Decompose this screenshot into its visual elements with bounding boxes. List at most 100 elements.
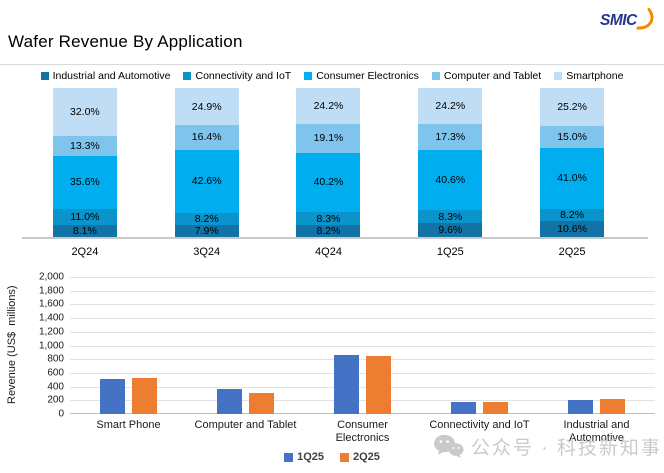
bar-2q25-industrial-and-automotive xyxy=(600,399,625,414)
segment-value-label: 11.0% xyxy=(70,212,99,222)
legend-label-smartphone: Smartphone xyxy=(566,70,623,82)
stacked-chart-legend: Industrial and Automotive Connectivity an… xyxy=(14,70,650,82)
legend-label-computer-and-tablet: Computer and Tablet xyxy=(444,70,541,82)
segment-connectivity-and-iot-1q25: 8.3% xyxy=(418,210,482,222)
segment-smartphone-2q24: 32.0% xyxy=(53,88,117,136)
legend-item-1q25: 1Q25 xyxy=(284,451,324,463)
segment-smartphone-3q24: 24.9% xyxy=(175,88,239,125)
segment-industrial-and-automotive-4q24: 8.2% xyxy=(296,225,360,237)
stacked-bar-4q24: 8.2%8.3% 40.2% 19.1% 24.2% xyxy=(296,88,360,237)
legend-swatch-consumer-electronics xyxy=(304,72,312,80)
segment-value-label: 8.2% xyxy=(195,214,219,224)
legend-swatch-1q25 xyxy=(284,453,293,462)
y-tick-800: 800 xyxy=(47,354,64,365)
stacked-bar-slot-4q24: 8.2%8.3% 40.2% 19.1% 24.2% xyxy=(268,88,390,237)
segment-value-label: 8.2% xyxy=(560,210,584,220)
stacked-category-4q24: 4Q24 xyxy=(268,246,390,258)
stacked-x-axis-line xyxy=(22,237,648,239)
segment-value-label: 24.2% xyxy=(314,101,344,111)
stacked-category-2q24: 2Q24 xyxy=(24,246,146,258)
bar-category-computer-and-tablet: Computer and Tablet xyxy=(187,419,304,445)
y-tick-0: 0 xyxy=(58,409,64,420)
stacked-category-labels: 2Q243Q244Q241Q252Q25 xyxy=(24,246,633,258)
segment-value-label: 9.6% xyxy=(438,225,462,235)
segment-consumer-electronics-3q24: 42.6% xyxy=(175,150,239,214)
bar-2q25-consumer-electronics xyxy=(366,356,391,414)
logo-swoosh-icon xyxy=(638,10,652,29)
segment-industrial-and-automotive-3q24: 7.9% xyxy=(175,225,239,237)
segment-value-label: 10.6% xyxy=(557,224,587,234)
bar-category-consumer-electronics: Consumer Electronics xyxy=(304,419,421,445)
bar-plot xyxy=(70,277,655,414)
legend-swatch-smartphone xyxy=(554,72,562,80)
segment-value-label: 25.2% xyxy=(557,102,587,112)
stacked-bar-slot-1q25: 9.6% 8.3% 40.6% 17.3% 24.2% xyxy=(389,88,511,237)
y-tick-1800: 1,800 xyxy=(39,285,64,296)
segment-smartphone-4q24: 24.2% xyxy=(296,88,360,124)
segment-industrial-and-automotive-2q25: 10.6% xyxy=(540,221,604,237)
segment-industrial-and-automotive-2q24: 8.1% xyxy=(53,225,117,237)
segment-computer-and-tablet-2q24: 13.3% xyxy=(53,136,117,156)
legend-item-2q25: 2Q25 xyxy=(340,451,380,463)
segment-value-label: 8.3% xyxy=(438,212,462,222)
segment-value-label: 40.2% xyxy=(314,177,344,187)
segment-value-label: 24.2% xyxy=(435,101,465,111)
y-axis-title: Revenue (US$ millions) xyxy=(6,272,21,418)
segment-smartphone-1q25: 24.2% xyxy=(418,88,482,124)
segment-consumer-electronics-2q24: 35.6% xyxy=(53,156,117,209)
y-tick-1200: 1,200 xyxy=(39,326,64,337)
y-tick-1400: 1,400 xyxy=(39,313,64,324)
segment-value-label: 8.3% xyxy=(317,214,341,224)
legend-item-consumer-electronics: Consumer Electronics xyxy=(304,70,419,82)
bar-1q25-industrial-and-automotive xyxy=(568,400,593,414)
legend-label-consumer-electronics: Consumer Electronics xyxy=(316,70,419,82)
bar-1q25-consumer-electronics xyxy=(334,355,359,414)
bar-1q25-computer-and-tablet xyxy=(217,389,242,414)
stacked-bar-1q25: 9.6% 8.3% 40.6% 17.3% 24.2% xyxy=(418,88,482,237)
slide: Wafer Revenue By Application SMIC Indust… xyxy=(0,0,664,473)
smic-logo: SMIC xyxy=(598,4,654,32)
segment-connectivity-and-iot-4q24: 8.3% xyxy=(296,212,360,224)
legend-label-2q25: 2Q25 xyxy=(353,451,380,463)
segment-computer-and-tablet-2q25: 15.0% xyxy=(540,126,604,148)
segment-computer-and-tablet-3q24: 16.4% xyxy=(175,125,239,149)
logo-text: SMIC xyxy=(600,12,638,29)
stacked-bar-slot-3q24: 7.9% 8.2% 42.6% 16.4% 24.9% xyxy=(146,88,268,237)
y-tick-400: 400 xyxy=(47,381,64,392)
y-tick-1000: 1,000 xyxy=(39,340,64,351)
y-tick-200: 200 xyxy=(47,395,64,406)
legend-item-computer-and-tablet: Computer and Tablet xyxy=(432,70,541,82)
legend-item-connectivity-and-iot: Connectivity and IoT xyxy=(183,70,291,82)
bar-group-industrial-and-automotive xyxy=(538,277,655,414)
segment-value-label: 17.3% xyxy=(435,132,465,142)
stacked-bar-3q24: 7.9% 8.2% 42.6% 16.4% 24.9% xyxy=(175,88,239,237)
legend-swatch-connectivity-and-iot xyxy=(183,72,191,80)
bar-chart-legend: 1Q25 2Q25 xyxy=(0,451,664,463)
segment-computer-and-tablet-4q24: 19.1% xyxy=(296,124,360,152)
segment-value-label: 16.4% xyxy=(192,132,222,142)
segment-consumer-electronics-2q25: 41.0% xyxy=(540,148,604,209)
segment-value-label: 40.6% xyxy=(435,175,465,185)
segment-value-label: 7.9% xyxy=(195,226,219,236)
segment-computer-and-tablet-1q25: 17.3% xyxy=(418,124,482,150)
segment-value-label: 42.6% xyxy=(192,176,222,186)
y-tick-1600: 1,600 xyxy=(39,299,64,310)
segment-connectivity-and-iot-3q24: 8.2% xyxy=(175,213,239,225)
header-divider xyxy=(0,64,664,65)
segment-value-label: 32.0% xyxy=(70,107,100,117)
bar-2q25-smart-phone xyxy=(132,378,157,414)
stacked-category-3q24: 3Q24 xyxy=(146,246,268,258)
bar-slots xyxy=(70,277,655,414)
bar-category-smart-phone: Smart Phone xyxy=(70,419,187,445)
legend-item-industrial-and-automotive: Industrial and Automotive xyxy=(41,70,171,82)
bar-2q25-connectivity-and-iot xyxy=(483,402,508,414)
y-tick-2000: 2,000 xyxy=(39,272,64,283)
segment-consumer-electronics-1q25: 40.6% xyxy=(418,150,482,210)
bar-group-smart-phone xyxy=(70,277,187,414)
y-tick-labels: 02004006008001,0001,2001,4001,6001,8002,… xyxy=(24,277,64,414)
bar-1q25-smart-phone xyxy=(100,379,125,414)
segment-value-label: 41.0% xyxy=(557,173,587,183)
bar-category-connectivity-and-iot: Connectivity and IoT xyxy=(421,419,538,445)
legend-label-industrial-and-automotive: Industrial and Automotive xyxy=(53,70,171,82)
segment-value-label: 35.6% xyxy=(70,177,100,187)
